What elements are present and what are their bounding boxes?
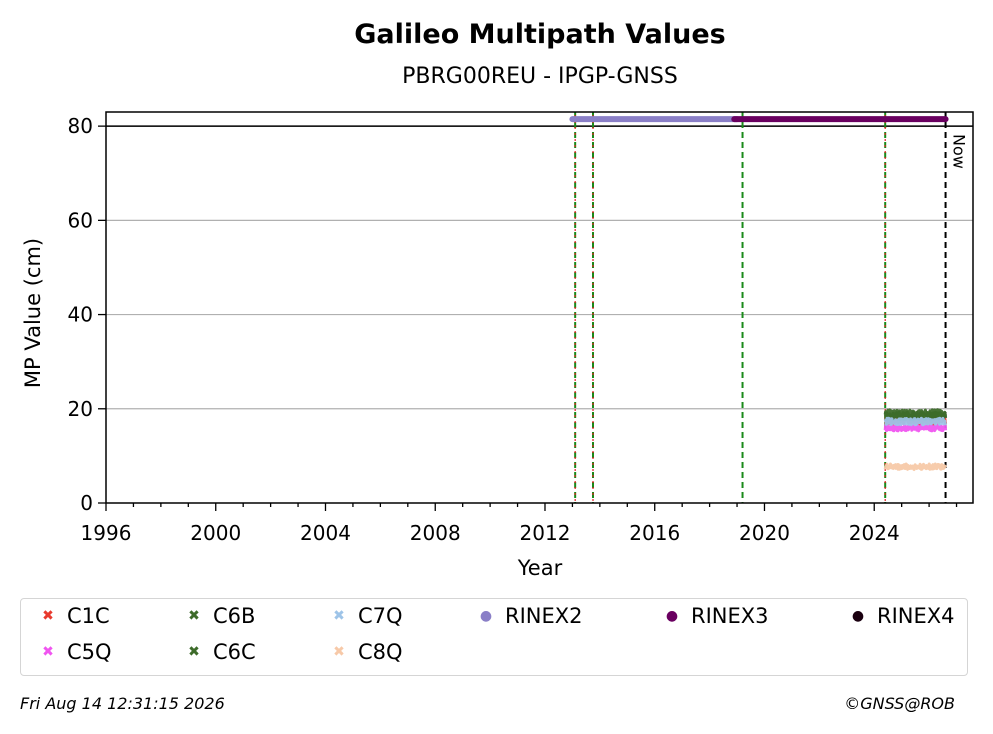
legend-label: C6C: [213, 640, 256, 664]
legend-marker-dot-icon: ●: [665, 608, 679, 624]
x-tick-label: 2012: [520, 521, 571, 545]
x-tick-label: 2024: [849, 521, 900, 545]
y-tick-label: 60: [68, 208, 93, 232]
legend-item-rinex4: ● RINEX4: [847, 604, 955, 628]
y-tick-label: 20: [68, 397, 93, 421]
y-tick-label: 0: [80, 491, 93, 515]
legend-item-c1c: ✖ C1C: [37, 604, 110, 628]
x-tick-label: 2000: [190, 521, 241, 545]
legend-marker-x-icon: ✖: [333, 608, 345, 624]
plot-frame: [105, 111, 974, 504]
series-c7q: [883, 416, 948, 427]
x-tick-label: 2020: [739, 521, 790, 545]
x-tick-label: 1996: [81, 521, 132, 545]
chart-title: Galileo Multipath Values: [354, 19, 726, 50]
footer-credit: ©GNSS@ROB: [844, 694, 955, 713]
x-tick-label: 2016: [629, 521, 680, 545]
legend-marker-x-icon: ✖: [333, 644, 345, 660]
legend-item-c6b: ✖ C6B: [183, 604, 255, 628]
legend-item-c6c: ✖ C6C: [183, 640, 256, 664]
footer-timestamp: Fri Aug 14 12:31:15 2026: [20, 694, 225, 713]
legend-marker-x-icon: ✖: [42, 644, 54, 660]
legend-marker-x-icon: ✖: [188, 644, 200, 660]
legend-label: RINEX4: [877, 604, 955, 628]
legend-marker-dot-icon: ●: [479, 608, 493, 624]
legend-item-c8q: ✖ C8Q: [328, 640, 403, 664]
x-tick-label: 2004: [300, 521, 351, 545]
legend-label: RINEX2: [505, 604, 583, 628]
x-tick-label: 2008: [410, 521, 461, 545]
legend-label: RINEX3: [691, 604, 769, 628]
legend-marker-dot-icon: ●: [851, 608, 865, 624]
chart-subtitle: PBRG00REU - IPGP-GNSS: [402, 64, 678, 89]
legend-label: C8Q: [358, 640, 403, 664]
legend-item-c5q: ✖ C5Q: [37, 640, 112, 664]
legend-label: C1C: [67, 604, 110, 628]
legend-label: C5Q: [67, 640, 112, 664]
legend-label: C7Q: [358, 604, 403, 628]
y-tick-label: 40: [68, 303, 93, 327]
legend-marker-x-icon: ✖: [42, 608, 54, 624]
series-c8q: [883, 462, 948, 471]
y-tick-label: 80: [68, 114, 93, 138]
multipath-chart: Galileo Multipath Values PBRG00REU - IPG…: [21, 19, 974, 580]
now-label: Now: [950, 134, 969, 169]
legend-marker-x-icon: ✖: [188, 608, 200, 624]
legend-item-rinex2: ● RINEX2: [475, 604, 583, 628]
legend-item-c7q: ✖ C7Q: [328, 604, 403, 628]
plot-area: Now 1996 2000 2004 2008 2012 2016 2020 2024 0 20 40…: [68, 111, 974, 545]
x-axis-label: Year: [517, 556, 563, 580]
legend: ✖ C1C ✖ C6B ✖ C7Q ● RINEX2 ● RINEX3 ● RI…: [20, 598, 968, 676]
y-axis-label: MP Value (cm): [21, 238, 45, 388]
legend-label: C6B: [213, 604, 256, 628]
legend-item-rinex3: ● RINEX3: [661, 604, 769, 628]
